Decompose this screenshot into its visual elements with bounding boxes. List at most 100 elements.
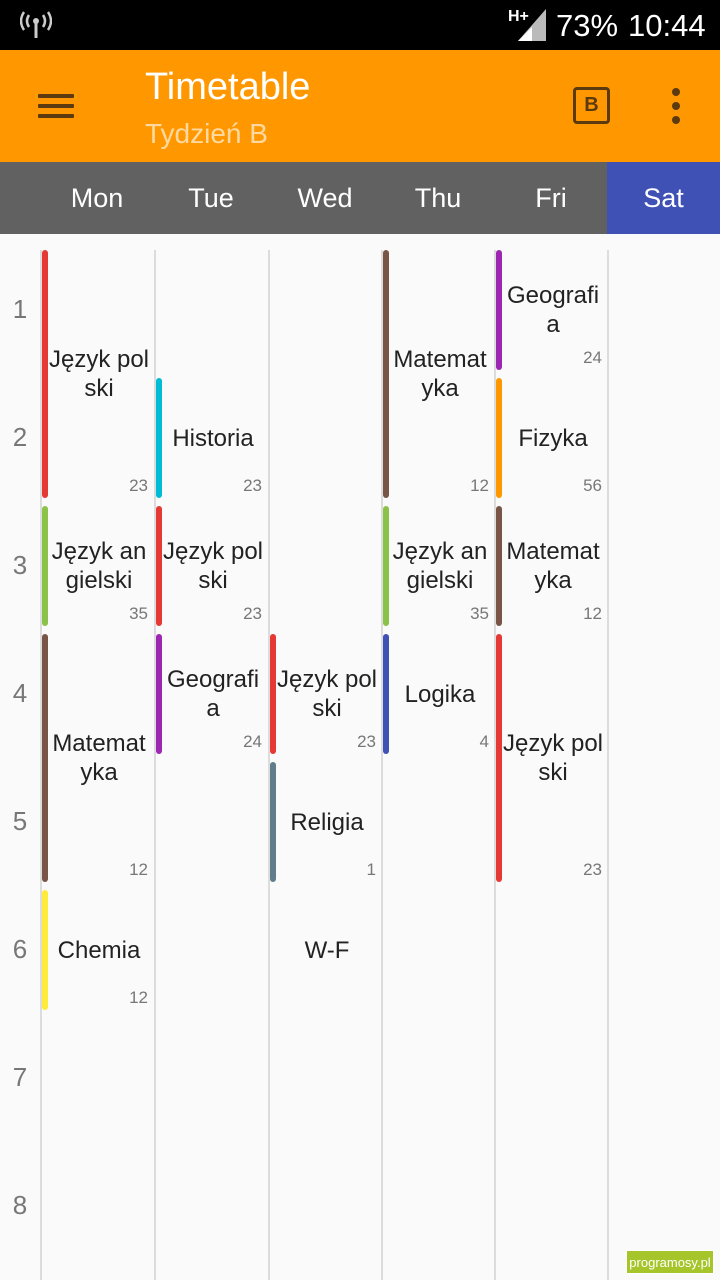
battery-level: 73% [556,8,619,43]
clock: 10:44 [628,8,706,43]
lesson-cell[interactable]: W-F [270,890,380,1010]
lesson-cell[interactable]: Chemia 12 [42,890,152,1010]
period-number: 1 [12,294,28,324]
lesson-cell[interactable]: Język angielski 35 [383,506,493,626]
week-toggle-button[interactable]: B [573,87,610,124]
tab-day-wed[interactable]: Wed [297,182,353,213]
lesson-color-bar [42,250,48,498]
lesson-cell[interactable]: Geografia 24 [156,634,266,754]
timetable-grid: 1 2 3 4 5 6 7 8 Język polski 23 Język angielski 35 M… [0,234,720,1280]
lesson-cell[interactable]: Język polski 23 [156,506,266,626]
lesson-cell[interactable]: Historia 23 [156,378,266,498]
period-number: 3 [12,550,28,580]
tab-day-thu[interactable]: Thu [414,182,462,213]
column-divider [40,250,42,1280]
period-number: 7 [12,1062,28,1092]
period-number: 4 [12,678,28,708]
column-divider [154,250,156,1280]
period-number: 6 [12,934,28,964]
lesson-room: 12 [129,860,148,879]
lesson-subject: Język angielski [51,538,147,594]
lesson-cell[interactable]: Geografia 24 [496,250,606,370]
lesson-cell[interactable]: Matematyka 12 [383,250,493,498]
lesson-subject: Geografia [506,282,600,338]
week-subtitle: Tydzień B [145,118,268,149]
tab-day-fri[interactable]: Fri [535,182,567,213]
lesson-subject: Chemia [57,936,141,964]
lesson-color-bar [42,890,48,1010]
lesson-color-bar [496,506,502,626]
lesson-cell[interactable]: Matematyka 12 [496,506,606,626]
lesson-subject: Historia [172,424,254,452]
day-header: Mon Tue Wed Thu Fri Sat [0,162,720,234]
period-number: 2 [12,422,28,452]
period-number: 8 [12,1190,28,1220]
lesson-subject: W-F [304,936,350,964]
lesson-cell[interactable]: Język polski 23 [496,634,606,882]
lesson-room: 23 [129,476,148,495]
lesson-subject: Język polski [502,730,604,786]
app-title: Timetable [145,66,311,108]
lesson-room: 23 [357,732,376,751]
lesson-subject: Język angielski [392,538,488,594]
period-number: 5 [12,806,28,836]
tab-day-mon[interactable]: Mon [70,182,124,213]
lesson-cell[interactable]: Fizyka 56 [496,378,606,498]
lesson-room: 1 [366,860,376,879]
more-vert-icon[interactable] [660,80,692,132]
lesson-cell[interactable]: Język polski 23 [42,250,152,498]
signal-strength-icon [518,9,546,41]
lesson-cell[interactable]: Logika 4 [383,634,493,754]
column-divider [381,250,383,1280]
column-divider [494,250,496,1280]
lesson-room: 35 [129,604,148,623]
hamburger-menu-icon[interactable] [26,78,86,134]
lesson-cell[interactable]: Matematyka 12 [42,634,152,882]
lesson-cell[interactable]: Język angielski 35 [42,506,152,626]
lesson-room: 24 [583,348,602,367]
lesson-color-bar [270,762,276,882]
lesson-subject: Religia [290,808,364,836]
lesson-color-bar [496,378,502,498]
lesson-room: 56 [583,476,602,495]
lesson-room: 24 [243,732,262,751]
column-divider [268,250,270,1280]
column-divider [607,250,609,1280]
lesson-subject: Matematyka [52,730,146,786]
lesson-subject: Język polski [162,538,264,594]
hotspot-antenna-icon [20,11,52,38]
lesson-room: 23 [243,604,262,623]
lesson-color-bar [156,506,162,626]
lesson-room: 12 [583,604,602,623]
lesson-subject: Matematyka [506,538,600,594]
network-type: H+ [508,8,529,25]
lesson-color-bar [42,634,48,882]
tab-day-tue[interactable]: Tue [188,182,234,213]
lesson-color-bar [156,634,162,754]
tab-day-sat[interactable]: Sat [607,162,720,234]
lesson-color-bar [383,250,389,498]
lesson-color-bar [42,506,48,626]
lesson-cell[interactable]: Religia 1 [270,762,380,882]
lesson-room: 23 [583,860,602,879]
lesson-color-bar [496,250,502,370]
lesson-subject: Język polski [48,346,150,402]
lesson-subject: Geografia [166,666,260,722]
app-bar: Timetable Tydzień B B [0,50,720,162]
lesson-subject: Fizyka [518,424,588,452]
lesson-cell[interactable]: Język polski 23 [270,634,380,754]
lesson-subject: Język polski [276,666,378,722]
lesson-subject: Matematyka [393,346,487,402]
lesson-room: 12 [129,988,148,1007]
lesson-color-bar [156,378,162,498]
lesson-room: 23 [243,476,262,495]
status-bar: H+ 73% 10:44 [0,0,720,50]
lesson-room: 4 [479,732,489,751]
lesson-subject: Logika [404,680,476,708]
watermark: programosy.pl [626,1250,714,1274]
lesson-color-bar [496,634,502,882]
lesson-color-bar [383,506,389,626]
lesson-room: 12 [470,476,489,495]
lesson-color-bar [270,634,276,754]
